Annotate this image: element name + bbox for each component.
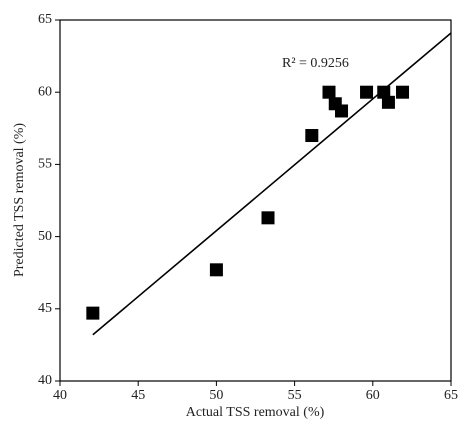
- marker: [86, 306, 100, 320]
- x-tick-label: 40: [53, 388, 67, 403]
- x-tick-label: 50: [209, 388, 223, 403]
- y-tick-label: 50: [38, 229, 52, 244]
- marker: [261, 211, 275, 225]
- marker: [381, 95, 395, 109]
- marker: [209, 263, 223, 277]
- y-tick-label: 55: [38, 157, 52, 172]
- plot-frame: [59, 19, 452, 382]
- marker: [322, 85, 336, 99]
- marker: [360, 85, 374, 99]
- marker: [396, 85, 410, 99]
- y-tick-label: 40: [38, 373, 52, 388]
- x-tick-label: 60: [366, 388, 380, 403]
- marker: [305, 129, 319, 143]
- y-tick-label: 45: [38, 301, 52, 316]
- y-tick-label: 65: [38, 12, 52, 27]
- x-axis-label: Actual TSS removal (%): [186, 405, 325, 420]
- annotation: R² = 0.9256: [282, 56, 349, 71]
- trendline: [92, 32, 452, 336]
- x-tick-label: 45: [131, 388, 145, 403]
- y-axis-label: Predicted TSS removal (%): [12, 123, 27, 277]
- marker: [335, 104, 349, 118]
- marker: [377, 85, 391, 99]
- x-tick-label: 65: [444, 388, 458, 403]
- y-tick-label: 60: [38, 84, 52, 99]
- x-tick-label: 55: [288, 388, 302, 403]
